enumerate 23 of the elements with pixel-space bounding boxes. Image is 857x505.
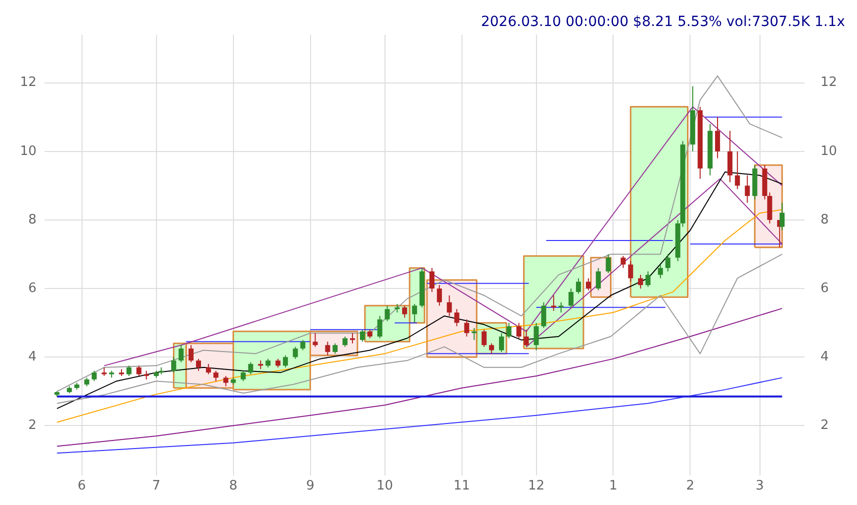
x-tick-label: 7 <box>152 478 160 494</box>
y2-tick-label: 12 <box>820 75 838 90</box>
x-tick-label: 3 <box>756 478 764 494</box>
x-tick-label: 6 <box>78 478 86 494</box>
y-tick-label: 10 <box>20 144 37 159</box>
x-tick-label: 11 <box>453 478 470 494</box>
y-tick-label: 8 <box>28 212 37 228</box>
y-tick-label: 6 <box>28 280 37 296</box>
y-tick-label: 4 <box>28 349 37 364</box>
y-tick-label: 12 <box>20 75 37 90</box>
y2-tick-label: 6 <box>820 280 829 296</box>
x-tick-label: 1 <box>609 478 618 494</box>
x-tick-label: 2 <box>686 478 694 494</box>
y2-tick-label: 4 <box>820 349 829 364</box>
y2-tick-label: 10 <box>820 144 838 159</box>
y2-tick-label: 2 <box>820 418 829 434</box>
x-tick-label: 9 <box>306 478 314 494</box>
x-tick-label: 12 <box>528 478 545 494</box>
x-tick-label: 8 <box>229 478 238 494</box>
y-tick-label: 2 <box>28 418 37 434</box>
y2-tick-label: 8 <box>820 212 829 228</box>
chart-title: 2026.03.10 00:00:00 $8.21 5.53% vol:7307.5K 1.1x <box>480 14 845 30</box>
x-tick-label: 10 <box>376 478 394 494</box>
